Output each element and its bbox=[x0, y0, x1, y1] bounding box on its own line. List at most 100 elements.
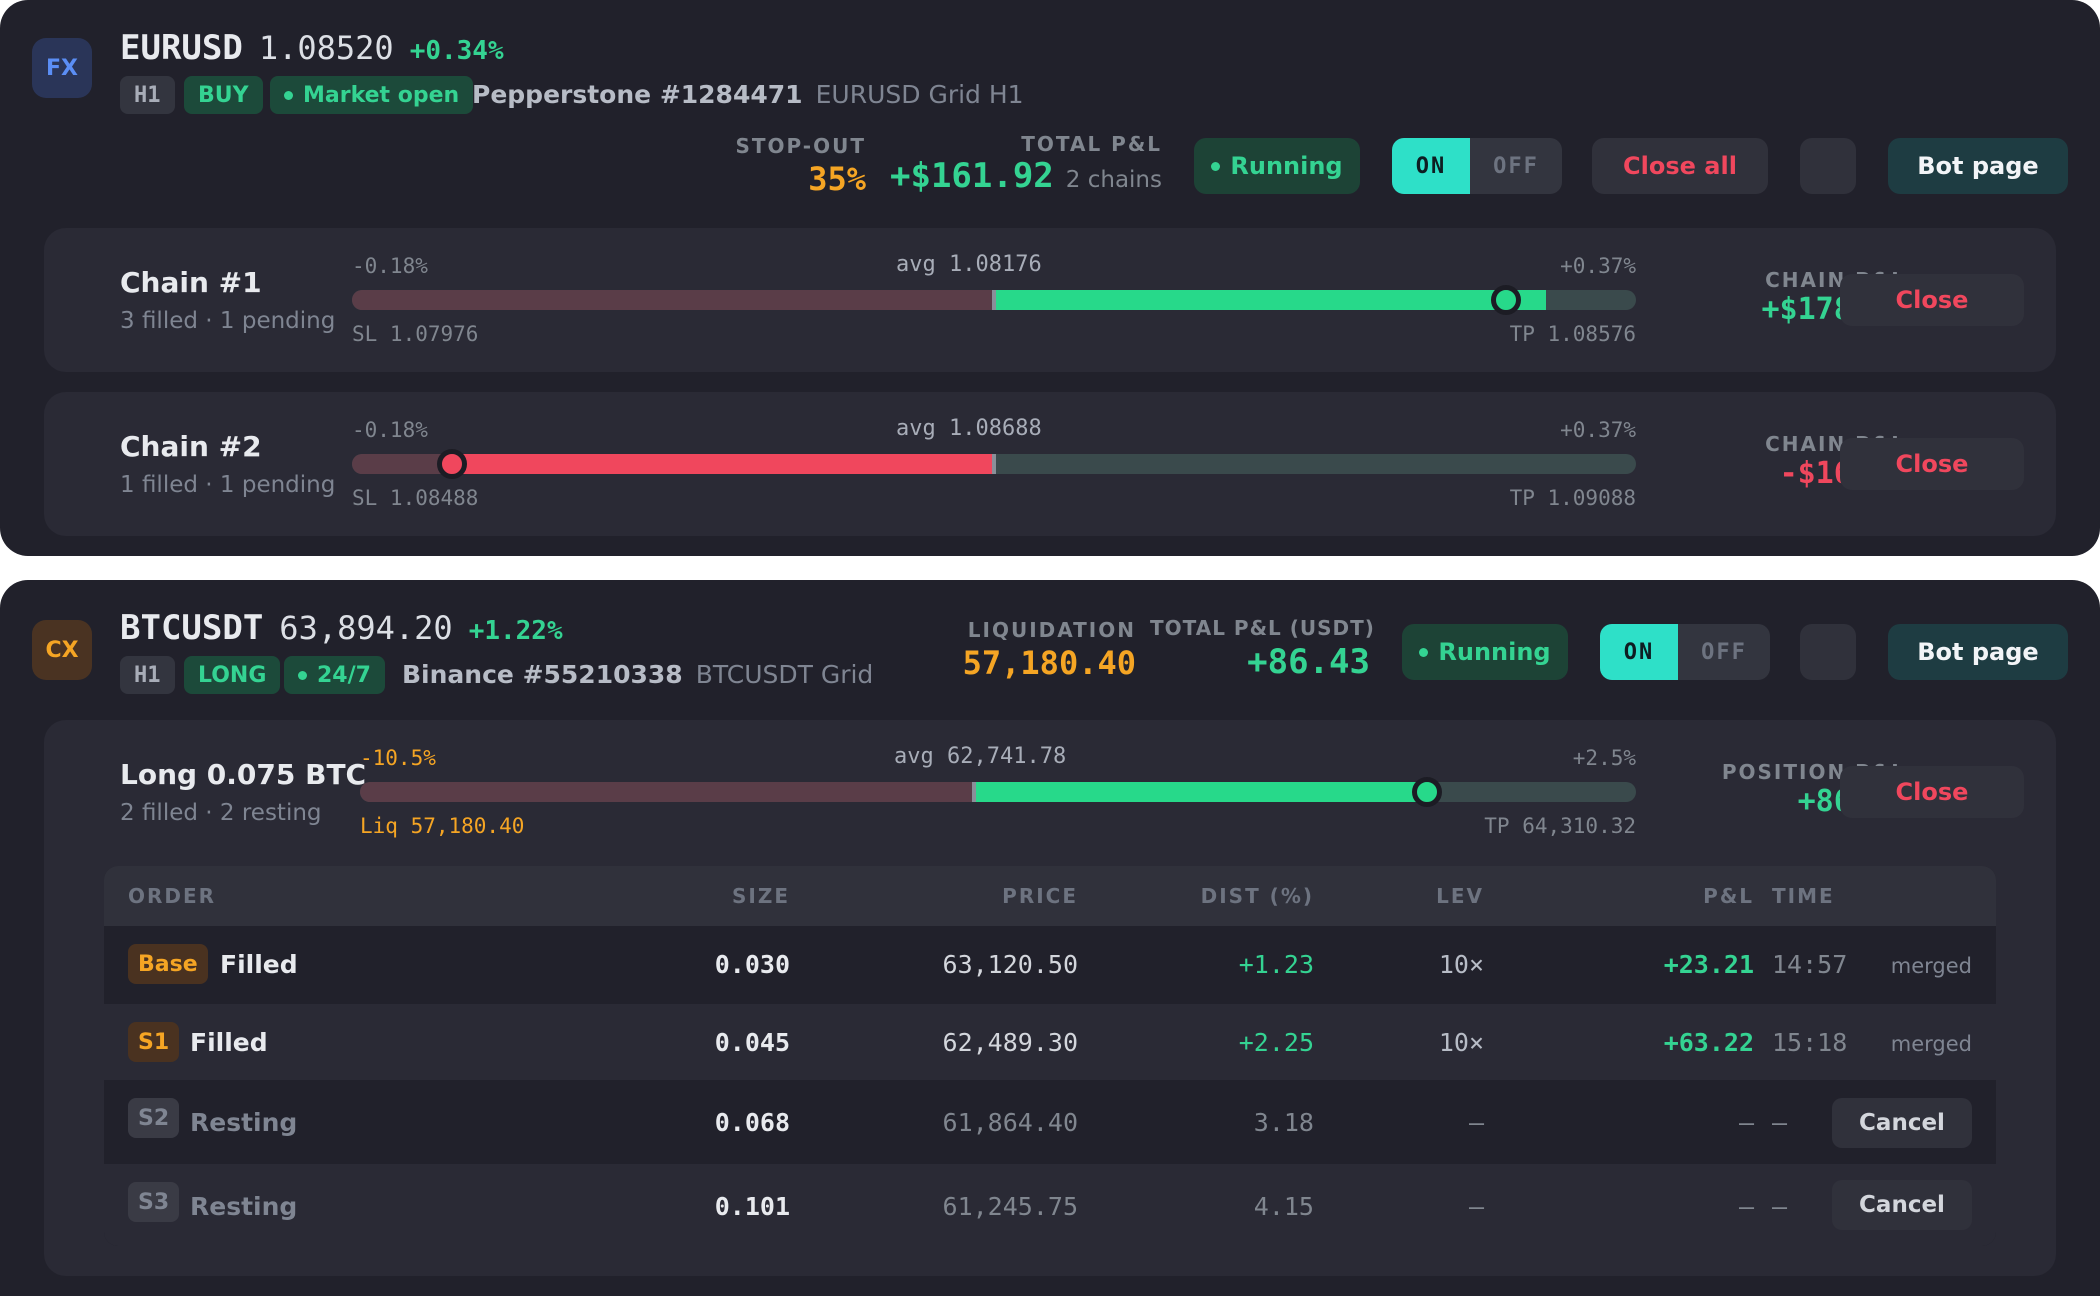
account-info: Pepperstone #1284471 EURUSD Grid H1 bbox=[472, 80, 1024, 109]
total-pnl-label: TOTAL P&L bbox=[1021, 132, 1162, 156]
side-chip: BUY bbox=[184, 76, 263, 114]
header-order: ORDER bbox=[128, 884, 217, 908]
order-state: Resting bbox=[190, 1192, 298, 1221]
more-button[interactable] bbox=[1800, 624, 1856, 680]
order-tag: S3 bbox=[128, 1182, 180, 1222]
chain-subtitle: 1 filled · 1 pending bbox=[120, 472, 336, 498]
order-lev: — bbox=[1468, 1108, 1484, 1137]
order-time: — bbox=[1772, 1108, 1788, 1137]
order-state: Filled bbox=[190, 1028, 268, 1057]
close-position-button[interactable]: Close bbox=[1840, 766, 2024, 818]
order-dist: 4.15 bbox=[1253, 1192, 1314, 1221]
cancel-order-button[interactable]: Cancel bbox=[1832, 1180, 1972, 1230]
symbol-price: 1.08520 bbox=[258, 29, 394, 67]
order-time: 15:18 bbox=[1772, 1028, 1848, 1057]
header-dist: DIST (%) bbox=[1200, 884, 1314, 908]
running-status-button[interactable]: Running bbox=[1194, 138, 1360, 194]
more-button[interactable] bbox=[1800, 138, 1856, 194]
side-chip: LONG bbox=[184, 656, 281, 694]
stop-out-value: 35% bbox=[808, 160, 866, 198]
market-status-chip: 24/7 bbox=[284, 656, 385, 694]
order-merged: merged bbox=[1890, 1032, 1972, 1056]
order-price: 61,864.40 bbox=[942, 1108, 1078, 1137]
progress-fill bbox=[454, 454, 992, 474]
header-price: PRICE bbox=[1002, 884, 1078, 908]
bar-right-pct: +0.37% bbox=[1560, 418, 1636, 442]
order-size: 0.030 bbox=[714, 950, 790, 979]
bar-avg-price: avg 1.08688 bbox=[896, 416, 1042, 441]
order-size: 0.068 bbox=[714, 1108, 790, 1137]
header-time: TIME bbox=[1772, 884, 1835, 908]
bot-on-off-toggle[interactable]: ON OFF bbox=[1600, 624, 1770, 680]
symbol-header: EURUSD 1.08520 +0.34% bbox=[120, 28, 504, 68]
order-time: 14:57 bbox=[1772, 950, 1848, 979]
chain-title: Chain #2 bbox=[120, 430, 262, 463]
cancel-order-button[interactable]: Cancel bbox=[1832, 1098, 1972, 1148]
toggle-on[interactable]: ON bbox=[1600, 624, 1678, 680]
stop-out-label: STOP-OUT bbox=[735, 134, 866, 158]
toggle-off[interactable]: OFF bbox=[1493, 153, 1539, 179]
chains-count: 2 chains bbox=[1065, 167, 1162, 193]
avg-marker bbox=[972, 782, 976, 802]
running-dot-icon bbox=[1211, 161, 1221, 171]
close-chain-button[interactable]: Close bbox=[1840, 274, 2024, 326]
close-chain-button[interactable]: Close bbox=[1840, 438, 2024, 490]
order-dist: +2.25 bbox=[1238, 1028, 1314, 1057]
position-title: Long 0.075 BTC bbox=[120, 758, 367, 791]
order-price: 62,489.30 bbox=[942, 1028, 1078, 1057]
chain-progress-bar bbox=[352, 290, 1636, 310]
liquidation-value: 57,180.40 bbox=[962, 644, 1136, 682]
running-dot-icon bbox=[1419, 647, 1429, 657]
price-handle[interactable] bbox=[1412, 777, 1442, 807]
table-row: Base Filled 0.030 63,120.50 +1.23 10× +2… bbox=[104, 926, 1996, 1004]
order-dist: 3.18 bbox=[1253, 1108, 1314, 1137]
account-name: Pepperstone #1284471 bbox=[472, 80, 803, 109]
take-profit-label: TP 1.09088 bbox=[1509, 486, 1636, 510]
toggle-off[interactable]: OFF bbox=[1701, 639, 1747, 665]
toggle-on[interactable]: ON bbox=[1392, 138, 1470, 194]
price-handle[interactable] bbox=[437, 449, 467, 479]
bot-page-button[interactable]: Bot page bbox=[1888, 624, 2068, 680]
account-name: Binance #55210338 bbox=[402, 660, 683, 689]
status-dot-icon bbox=[284, 90, 293, 100]
cx-badge: CX bbox=[32, 620, 92, 680]
chain-panel-2: Chain #2 1 filled · 1 pending -0.18% avg… bbox=[44, 392, 2056, 536]
running-status-button[interactable]: Running bbox=[1402, 624, 1568, 680]
eurusd-bot-card: FX EURUSD 1.08520 +0.34% H1 BUY Market o… bbox=[0, 0, 2100, 556]
total-pnl-label: TOTAL P&L (USDT) bbox=[1150, 616, 1375, 640]
position-progress-bar bbox=[360, 782, 1636, 802]
header-size: SIZE bbox=[731, 884, 790, 908]
bar-avg-price: avg 62,741.78 bbox=[894, 744, 1067, 769]
total-pnl: +$161.92 2 chains bbox=[880, 156, 1162, 196]
order-pnl: +63.22 bbox=[1663, 1028, 1754, 1057]
table-header: ORDER SIZE PRICE DIST (%) LEV P&L TIME bbox=[104, 866, 1996, 926]
chain-subtitle: 3 filled · 1 pending bbox=[120, 308, 336, 334]
symbol-name: EURUSD bbox=[120, 28, 243, 68]
order-tag: S1 bbox=[128, 1022, 180, 1062]
price-handle[interactable] bbox=[1491, 285, 1521, 315]
order-size: 0.045 bbox=[714, 1028, 790, 1057]
order-price: 63,120.50 bbox=[942, 950, 1078, 979]
price-change: +0.34% bbox=[409, 36, 504, 66]
bar-right-pct: +0.37% bbox=[1560, 254, 1636, 278]
bar-left-pct: -0.18% bbox=[352, 418, 428, 442]
bot-on-off-toggle[interactable]: ON OFF bbox=[1392, 138, 1562, 194]
table-row: S2 Resting 0.068 61,864.40 3.18 — — — Ca… bbox=[104, 1080, 1996, 1164]
take-profit-label: TP 64,310.32 bbox=[1484, 814, 1636, 838]
bot-name: BTCUSDT Grid bbox=[695, 660, 874, 689]
bot-page-button[interactable]: Bot page bbox=[1888, 138, 2068, 194]
take-profit-label: TP 1.08576 bbox=[1509, 322, 1636, 346]
order-tag: S2 bbox=[128, 1098, 180, 1138]
timeframe-chip: H1 bbox=[120, 76, 175, 114]
order-lev: 10× bbox=[1438, 1028, 1484, 1057]
stop-loss-label: SL 1.07976 bbox=[352, 322, 479, 346]
bar-left-pct: -10.5% bbox=[360, 746, 436, 770]
order-tag: Base bbox=[128, 944, 208, 984]
market-status-chip: Market open bbox=[270, 76, 474, 114]
close-all-button[interactable]: Close all bbox=[1592, 138, 1768, 194]
table-row: S3 Resting 0.101 61,245.75 4.15 — — — Ca… bbox=[104, 1164, 1996, 1246]
orders-table: ORDER SIZE PRICE DIST (%) LEV P&L TIME B… bbox=[104, 866, 1996, 1246]
order-price: 61,245.75 bbox=[942, 1192, 1078, 1221]
order-state: Resting bbox=[190, 1108, 298, 1137]
progress-fill bbox=[974, 782, 1422, 802]
